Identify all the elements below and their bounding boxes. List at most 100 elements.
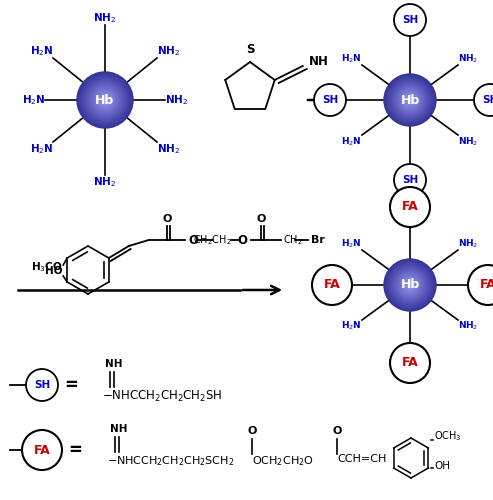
Text: FA: FA bbox=[34, 444, 50, 456]
Circle shape bbox=[86, 81, 124, 119]
Text: NH$_2$: NH$_2$ bbox=[458, 135, 478, 147]
Circle shape bbox=[386, 76, 434, 124]
Circle shape bbox=[103, 98, 107, 102]
Circle shape bbox=[395, 85, 425, 115]
Circle shape bbox=[84, 79, 126, 121]
Circle shape bbox=[398, 88, 422, 112]
Circle shape bbox=[400, 275, 420, 295]
Text: Hb: Hb bbox=[400, 94, 420, 106]
Circle shape bbox=[405, 95, 415, 105]
Circle shape bbox=[390, 187, 430, 227]
Circle shape bbox=[403, 93, 417, 107]
Circle shape bbox=[406, 96, 414, 104]
Circle shape bbox=[389, 264, 431, 306]
Circle shape bbox=[392, 82, 428, 118]
Circle shape bbox=[403, 278, 417, 292]
Circle shape bbox=[390, 80, 430, 120]
Text: SH: SH bbox=[322, 95, 338, 105]
Circle shape bbox=[407, 97, 413, 103]
Circle shape bbox=[394, 164, 426, 196]
Circle shape bbox=[390, 265, 430, 305]
Text: S: S bbox=[246, 43, 254, 56]
Text: H$_2$N: H$_2$N bbox=[341, 320, 362, 332]
Circle shape bbox=[89, 84, 121, 116]
Circle shape bbox=[406, 281, 414, 289]
Circle shape bbox=[94, 89, 116, 111]
Circle shape bbox=[388, 78, 432, 122]
Circle shape bbox=[393, 268, 427, 302]
Text: NH$_2$: NH$_2$ bbox=[458, 320, 478, 332]
Circle shape bbox=[386, 261, 434, 309]
Text: =: = bbox=[68, 441, 82, 459]
Circle shape bbox=[397, 272, 423, 298]
Circle shape bbox=[96, 91, 114, 109]
Circle shape bbox=[407, 282, 413, 288]
Text: NH: NH bbox=[110, 424, 128, 434]
Text: O: O bbox=[189, 234, 199, 246]
Text: H$_2$N: H$_2$N bbox=[30, 44, 53, 58]
Text: FA: FA bbox=[480, 278, 493, 291]
Circle shape bbox=[92, 87, 118, 113]
Circle shape bbox=[388, 263, 432, 307]
Text: SH: SH bbox=[402, 15, 418, 25]
Circle shape bbox=[399, 274, 421, 296]
Text: CH$_2$: CH$_2$ bbox=[283, 233, 303, 247]
Circle shape bbox=[22, 430, 62, 470]
Circle shape bbox=[95, 90, 115, 110]
Circle shape bbox=[392, 267, 428, 303]
Text: $-$NHCCH$_2$CH$_2$CH$_2$SH: $-$NHCCH$_2$CH$_2$CH$_2$SH bbox=[102, 389, 223, 404]
Circle shape bbox=[399, 89, 421, 111]
Circle shape bbox=[26, 369, 58, 401]
Text: =: = bbox=[64, 376, 78, 394]
Text: HO: HO bbox=[45, 266, 62, 276]
Circle shape bbox=[393, 83, 427, 117]
Circle shape bbox=[97, 92, 113, 108]
Circle shape bbox=[409, 99, 411, 101]
Text: OCH$_2$CH$_2$O: OCH$_2$CH$_2$O bbox=[252, 454, 314, 468]
Text: CCH=CH: CCH=CH bbox=[337, 454, 387, 464]
Text: NH$_2$: NH$_2$ bbox=[165, 93, 188, 107]
Circle shape bbox=[91, 86, 119, 114]
Circle shape bbox=[101, 96, 109, 104]
Circle shape bbox=[404, 279, 416, 291]
Circle shape bbox=[395, 270, 425, 300]
Circle shape bbox=[394, 84, 426, 116]
Circle shape bbox=[100, 95, 110, 105]
Circle shape bbox=[398, 273, 422, 297]
Circle shape bbox=[78, 73, 132, 127]
Text: NH: NH bbox=[105, 359, 122, 369]
Circle shape bbox=[104, 99, 106, 101]
Text: H$_2$N: H$_2$N bbox=[341, 135, 362, 147]
Text: H$_2$N: H$_2$N bbox=[22, 93, 45, 107]
Text: NH$_2$: NH$_2$ bbox=[157, 44, 180, 58]
Circle shape bbox=[397, 87, 423, 113]
Circle shape bbox=[396, 86, 424, 114]
Circle shape bbox=[394, 4, 426, 36]
Circle shape bbox=[396, 271, 424, 299]
Text: FA: FA bbox=[323, 278, 340, 291]
Circle shape bbox=[77, 72, 133, 128]
Circle shape bbox=[385, 260, 435, 310]
Circle shape bbox=[394, 269, 426, 301]
Text: NH$_2$: NH$_2$ bbox=[157, 142, 180, 156]
Circle shape bbox=[401, 91, 419, 109]
Circle shape bbox=[98, 93, 112, 107]
Text: FA: FA bbox=[402, 356, 419, 370]
Text: SH: SH bbox=[34, 380, 50, 390]
Circle shape bbox=[82, 77, 128, 123]
Text: H$_3$CO: H$_3$CO bbox=[31, 260, 62, 274]
Circle shape bbox=[401, 276, 419, 294]
Text: NH$_2$: NH$_2$ bbox=[458, 238, 478, 250]
Text: NH: NH bbox=[309, 56, 329, 68]
Text: OH: OH bbox=[434, 461, 450, 471]
Text: H$_2$N: H$_2$N bbox=[341, 238, 362, 250]
Circle shape bbox=[408, 98, 412, 102]
Circle shape bbox=[102, 97, 108, 103]
Text: O: O bbox=[332, 426, 342, 436]
Text: Hb: Hb bbox=[95, 94, 115, 106]
Circle shape bbox=[408, 283, 412, 287]
Circle shape bbox=[312, 265, 352, 305]
Circle shape bbox=[384, 74, 436, 126]
Text: H$_2$N: H$_2$N bbox=[341, 52, 362, 65]
Circle shape bbox=[90, 85, 120, 115]
